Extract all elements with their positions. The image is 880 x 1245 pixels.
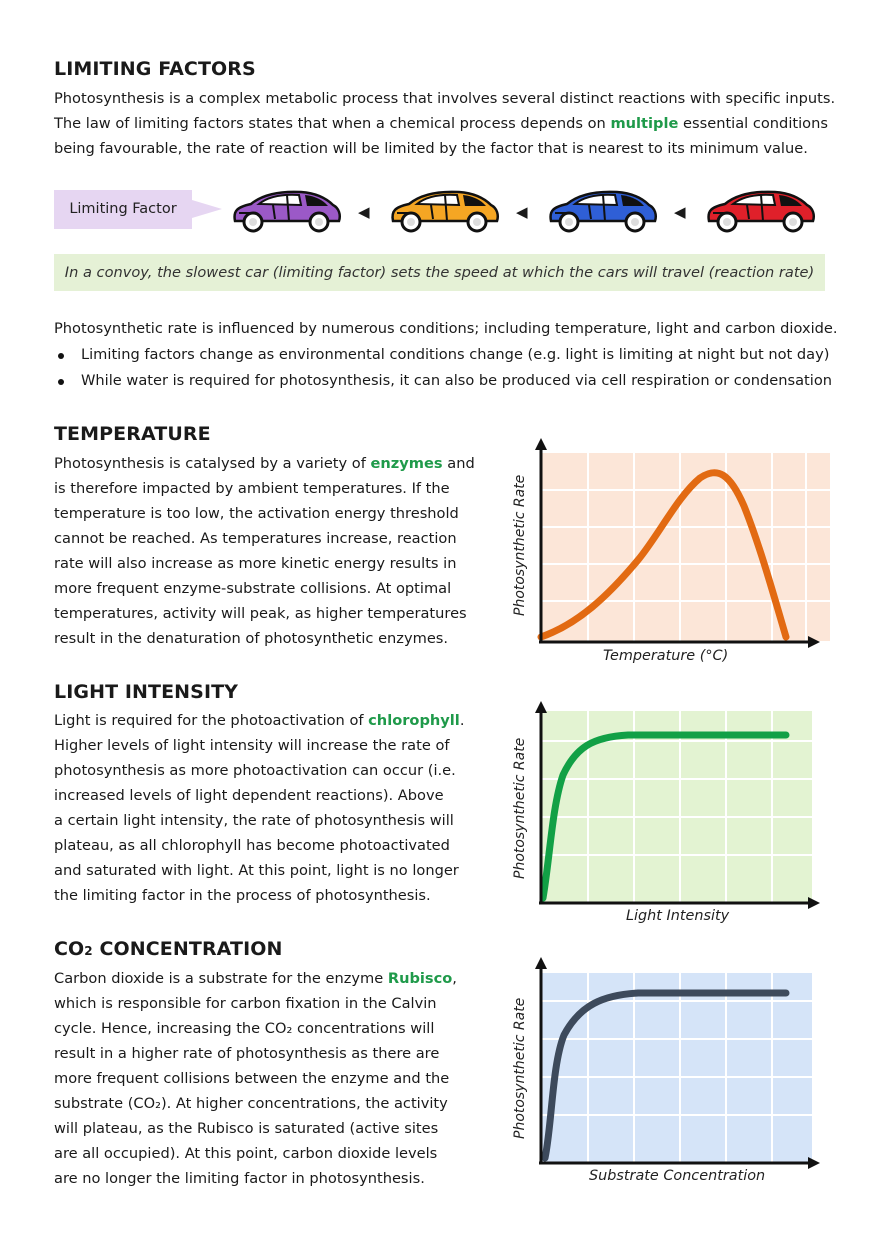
keyword-rubisco: Rubisco xyxy=(387,970,453,987)
graph-grid xyxy=(542,973,812,1163)
heading-limiting-factors: LIMITING FACTORS xyxy=(54,58,256,80)
limiting-line-2: The law of limiting factors states that … xyxy=(54,115,828,132)
limiting-factor-badge: Limiting Factor xyxy=(54,190,192,229)
temperature-paragraph: Photosynthesis is catalysed by a variety… xyxy=(54,455,475,647)
bullet-icon xyxy=(58,379,64,385)
bullet-item: Limiting factors change as environmental… xyxy=(54,342,832,368)
temperature-curve xyxy=(537,469,790,641)
co2-paragraph: Carbon dioxide is a substrate for the en… xyxy=(54,970,457,1187)
co2-graph: Photosynthetic Rate Substrate Concentrat… xyxy=(508,955,830,1190)
keyword-chlorophyll: chlorophyll xyxy=(368,712,460,729)
heading-temperature: TEMPERATURE xyxy=(54,423,211,445)
light-x-axis-label: Light Intensity xyxy=(626,908,730,924)
bullet-list: Limiting factors change as environmental… xyxy=(54,342,832,394)
temperature-graph: Photosynthetic Rate Temperature (°C) xyxy=(508,436,830,671)
temperature-x-axis-label: Temperature (°C) xyxy=(603,648,729,664)
car-red-icon xyxy=(707,190,815,233)
graph-axes xyxy=(535,701,820,909)
light-curve xyxy=(539,731,790,902)
heading-co2-concentration: CO2 CONCENTRATION xyxy=(54,938,283,960)
convoy-caption: In a convoy, the slowest car (limiting f… xyxy=(54,254,825,291)
limiting-paragraph: Photosynthesis is a complex metabolic pr… xyxy=(54,86,835,161)
car-purple-icon xyxy=(233,190,341,233)
graph-axes xyxy=(535,438,820,648)
heading-light-intensity: LIGHT INTENSITY xyxy=(54,681,239,703)
car-blue-icon xyxy=(549,190,657,233)
bullet-item: While water is required for photosynthes… xyxy=(54,368,832,394)
badge-arrow-icon xyxy=(192,200,222,218)
graph-axes xyxy=(535,957,820,1169)
arrow-left-icon: ◀ xyxy=(674,203,686,221)
arrow-left-icon: ◀ xyxy=(516,203,528,221)
car-orange-icon xyxy=(391,190,499,233)
light-graph-svg xyxy=(535,701,820,909)
co2-curve xyxy=(541,989,790,1162)
light-graph: Photosynthetic Rate Light Intensity xyxy=(508,697,830,932)
co2-graph-svg xyxy=(535,957,820,1169)
co2-x-axis-label: Substrate Concentration xyxy=(589,1168,766,1184)
light-y-axis-label: Photosynthetic Rate xyxy=(512,737,528,879)
bullet-icon xyxy=(58,353,64,359)
temperature-graph-svg xyxy=(535,438,830,648)
co2-y-axis-label: Photosynthetic Rate xyxy=(512,997,528,1139)
keyword-multiple: multiple xyxy=(610,115,679,132)
keyword-enzymes: enzymes xyxy=(370,455,443,472)
limiting-line-3: being favourable, the rate of reaction w… xyxy=(54,140,808,157)
arrow-left-icon: ◀ xyxy=(358,203,370,221)
limiting-line-1: Photosynthesis is a complex metabolic pr… xyxy=(54,90,836,107)
conditions-intro: Photosynthetic rate is influenced by num… xyxy=(54,320,838,337)
temperature-y-axis-label: Photosynthetic Rate xyxy=(512,474,528,616)
graph-grid xyxy=(542,711,812,903)
light-paragraph: Light is required for the photoactivatio… xyxy=(54,712,465,904)
